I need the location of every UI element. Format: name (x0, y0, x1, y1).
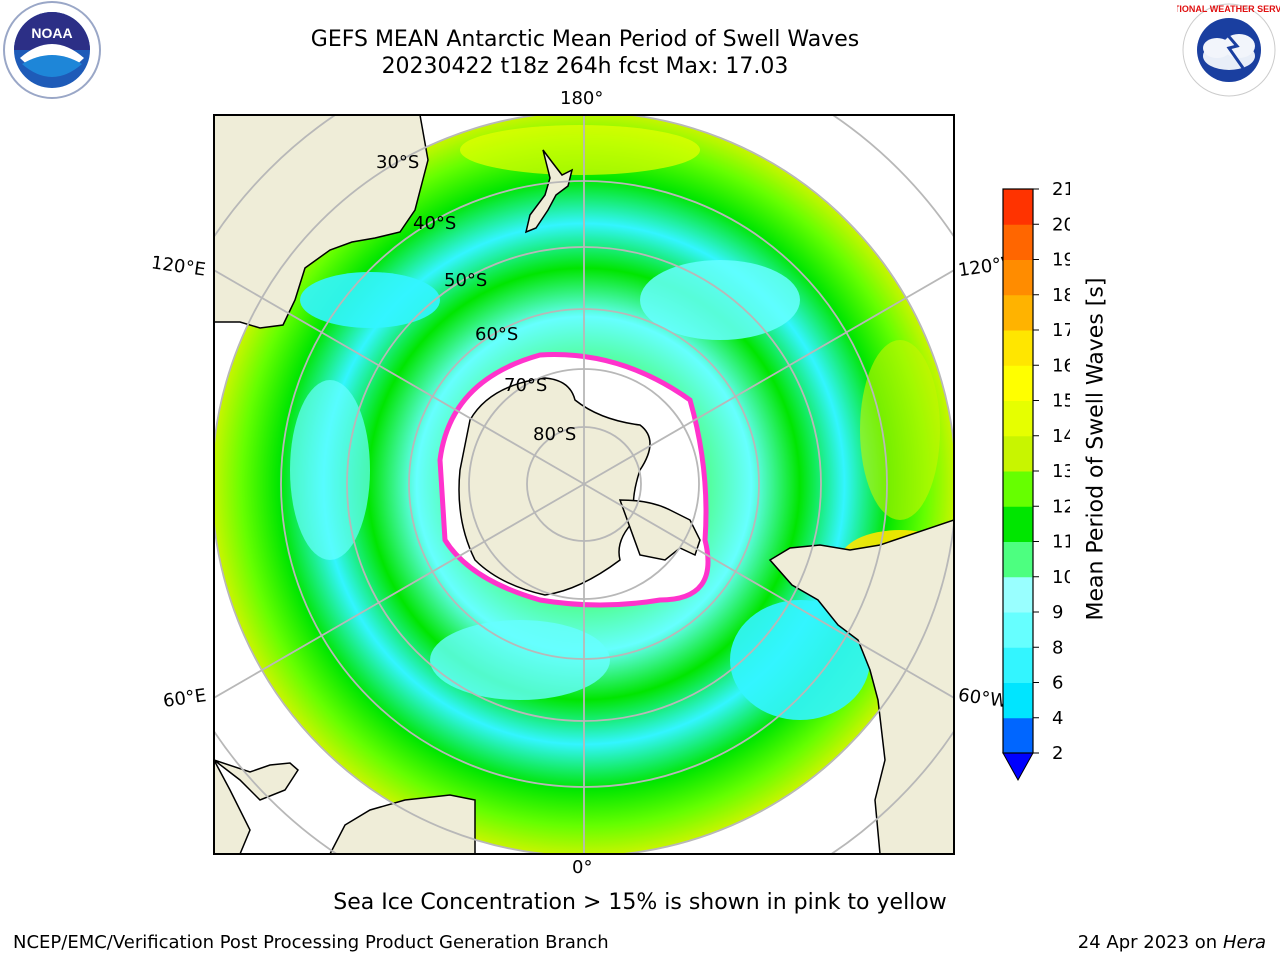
colorbar-band (1003, 400, 1033, 437)
sea-ice-caption: Sea Ice Concentration > 15% is shown in … (333, 890, 947, 915)
graticule (214, 115, 954, 854)
swell-patches (290, 125, 954, 720)
colorbar-tick-label: 18 (1052, 285, 1070, 306)
colorbar-band (1003, 189, 1033, 225)
colorbar-band (1003, 541, 1033, 578)
colorbar-tick-label: 14 (1052, 426, 1070, 447)
footer-date-text: 24 Apr 2023 on (1077, 932, 1223, 953)
colorbar-tick-label: 12 (1052, 496, 1070, 517)
noaa-logo: NOAA (3, 1, 101, 99)
colorbar-band (1003, 647, 1033, 683)
colorbar-tick-label: 13 (1052, 461, 1070, 482)
colorbar-band (1003, 717, 1033, 754)
colorbar-band (1003, 471, 1033, 507)
colorbar-band (1003, 612, 1033, 648)
chart-title: GEFS MEAN Antarctic Mean Period of Swell… (310, 27, 860, 52)
colorbar-band (1003, 365, 1033, 401)
colorbar-tick-label: 20 (1052, 214, 1070, 235)
colorbar-tick-label: 11 (1052, 532, 1070, 553)
colorbar-band (1003, 435, 1033, 472)
footer-credit: NCEP/EMC/Verification Post Processing Pr… (13, 932, 609, 953)
colorbar-band (1003, 259, 1033, 296)
svg-text:NATIONAL WEATHER SERVICE: NATIONAL WEATHER SERVICE (1177, 4, 1280, 14)
colorbar-tick-label: 4 (1052, 708, 1063, 729)
nws-logo: NATIONAL WEATHER SERVICE (1177, 3, 1280, 97)
colorbar-tick-label: 15 (1052, 391, 1070, 412)
lat-label-60s: 60°S (475, 324, 519, 345)
noaa-logo-text: NOAA (31, 25, 72, 41)
colorbar-tick-label: 21 (1052, 180, 1070, 200)
lat-label-40s: 40°S (413, 213, 457, 234)
lat-label-70s: 70°S (504, 375, 548, 396)
colorbar-band (1003, 576, 1033, 613)
footer-host: Hera (1222, 932, 1266, 953)
colorbar-label: Mean Period of Swell Waves [s] (1083, 277, 1109, 621)
colorbar-band (1003, 224, 1033, 260)
colorbar-tick-label: 19 (1052, 250, 1070, 271)
lat-label-80s: 80°S (533, 424, 577, 445)
colorbar-tick-label: 10 (1052, 567, 1070, 588)
colorbar-tick-label: 17 (1052, 320, 1070, 341)
colorbar-band (1003, 506, 1033, 542)
colorbar-tick-label: 2 (1052, 743, 1063, 764)
map-frame (213, 114, 955, 855)
colorbar-band (1003, 682, 1033, 719)
colorbar-tick-label: 6 (1052, 673, 1063, 694)
colorbar-band (1003, 294, 1033, 331)
colorbar-band (1003, 330, 1033, 366)
footer-date: 24 Apr 2023 on Hera (1078, 932, 1266, 953)
lat-label-30s: 30°S (376, 152, 420, 173)
colorbar: 2 4 6 8 9 10 11 12 13 14 15 16 17 18 19 20 21 (1002, 180, 1070, 782)
chart-subtitle: 20230422 t18z 264h fcst Max: 17.03 (381, 54, 789, 79)
lat-label-50s: 50°S (444, 270, 488, 291)
lon-label-0: 0° (572, 857, 593, 878)
colorbar-under-arrow (1002, 752, 1034, 782)
colorbar-tick-label: 8 (1052, 637, 1063, 658)
colorbar-tick-label: 16 (1052, 355, 1070, 376)
colorbar-tick-label: 9 (1052, 602, 1063, 623)
lon-label-180: 180° (560, 88, 604, 109)
